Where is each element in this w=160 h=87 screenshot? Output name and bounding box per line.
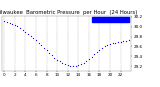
Point (53, 57, 56, 59)
Point (27, 33, 29, 34)
Point (29, 35, 32, 36)
Point (98, 49, 101, 51)
Point (45, 50, 48, 51)
Point (21, 29, 24, 30)
Point (117, 41, 119, 43)
Point (104, 46, 106, 47)
FancyBboxPatch shape (92, 17, 129, 22)
Point (35, 39, 37, 41)
Point (59, 61, 61, 62)
Point (74, 65, 77, 67)
Point (96, 52, 98, 53)
Point (72, 66, 74, 67)
Point (111, 42, 114, 44)
Point (66, 65, 69, 66)
Point (82, 62, 85, 64)
Point (119, 41, 122, 42)
Point (85, 60, 88, 62)
Point (114, 42, 117, 43)
Point (37, 42, 40, 43)
Title: Milwaukee  Barometric Pressure  per Hour  (24 Hours): Milwaukee Barometric Pressure per Hour (… (0, 10, 138, 15)
Point (93, 54, 96, 55)
Point (90, 56, 93, 58)
Point (6, 21, 8, 22)
Point (80, 64, 82, 65)
Point (125, 40, 127, 41)
Point (127, 39, 130, 41)
Point (16, 25, 19, 27)
Point (69, 65, 72, 67)
Point (77, 65, 80, 66)
Point (8, 22, 11, 23)
Point (14, 24, 16, 25)
Point (3, 20, 6, 21)
Point (48, 52, 51, 54)
Point (11, 23, 13, 24)
Point (56, 59, 58, 61)
Point (64, 64, 66, 65)
Point (32, 37, 35, 38)
Point (109, 43, 111, 45)
Point (43, 47, 45, 49)
Point (40, 44, 43, 46)
Point (19, 27, 21, 28)
Point (101, 48, 103, 49)
Point (88, 58, 90, 60)
Point (24, 31, 27, 32)
Point (122, 40, 124, 42)
Point (61, 62, 64, 64)
Point (51, 55, 53, 56)
Point (106, 44, 109, 46)
